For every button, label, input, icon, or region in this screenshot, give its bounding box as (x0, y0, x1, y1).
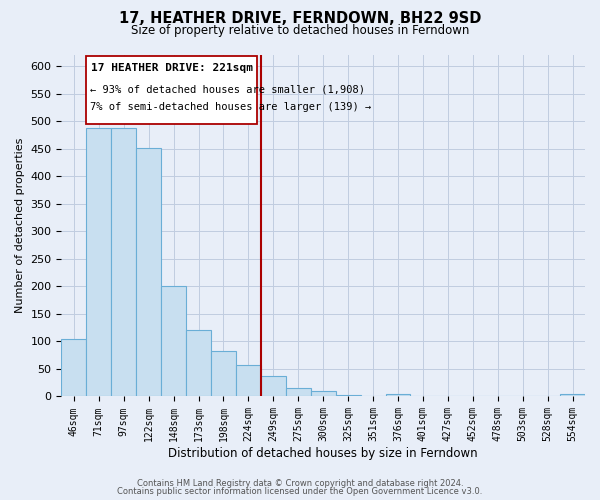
Bar (111, 128, 136, 396)
Bar (286, 388, 311, 396)
Bar (186, 330, 211, 396)
Bar (211, 351, 236, 397)
Text: 17, HEATHER DRIVE, FERNDOWN, BH22 9SD: 17, HEATHER DRIVE, FERNDOWN, BH22 9SD (119, 11, 481, 26)
Bar (236, 365, 261, 396)
Text: Contains public sector information licensed under the Open Government Licence v3: Contains public sector information licen… (118, 487, 482, 496)
Text: 7% of semi-detached houses are larger (139) →: 7% of semi-detached houses are larger (1… (90, 102, 371, 112)
Y-axis label: Number of detached properties: Number of detached properties (15, 138, 25, 314)
Text: ← 93% of detached houses are smaller (1,908): ← 93% of detached houses are smaller (1,… (90, 84, 365, 94)
Bar (136, 148, 161, 396)
Bar (61, 338, 86, 396)
Bar (386, 394, 410, 396)
FancyBboxPatch shape (86, 56, 257, 124)
Text: 17 HEATHER DRIVE: 221sqm: 17 HEATHER DRIVE: 221sqm (91, 62, 253, 72)
Text: Contains HM Land Registry data © Crown copyright and database right 2024.: Contains HM Land Registry data © Crown c… (137, 478, 463, 488)
Bar (560, 394, 585, 396)
X-axis label: Distribution of detached houses by size in Ferndown: Distribution of detached houses by size … (169, 447, 478, 460)
Bar (311, 391, 335, 396)
Bar (86, 128, 111, 396)
Bar (261, 376, 286, 396)
Text: Size of property relative to detached houses in Ferndown: Size of property relative to detached ho… (131, 24, 469, 37)
Bar (161, 286, 186, 397)
